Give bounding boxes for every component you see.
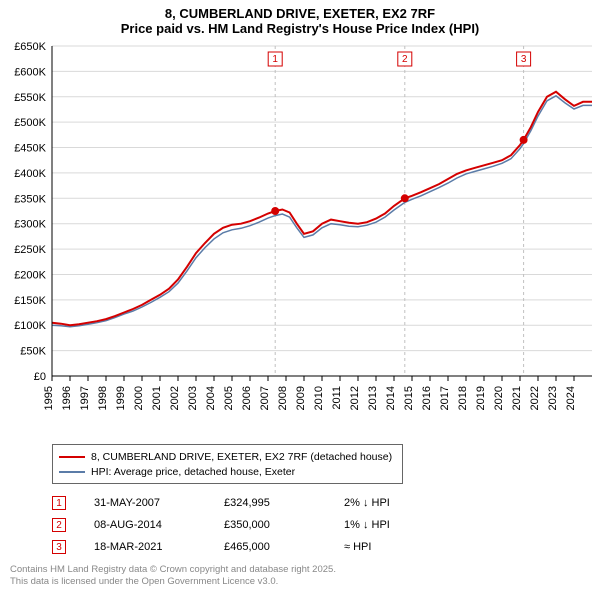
x-tick-label: 2018 — [457, 386, 469, 410]
y-tick-label: £550K — [14, 92, 46, 104]
x-tick-label: 2014 — [385, 386, 397, 410]
transaction-index: 3 — [52, 540, 66, 554]
transaction-row: 1 31-MAY-2007£324,9952% ↓ HPI — [52, 492, 600, 514]
x-tick-label: 2000 — [133, 386, 145, 410]
x-tick-label: 2015 — [403, 386, 415, 410]
x-tick-label: 1999 — [115, 386, 127, 410]
marker-index: 2 — [402, 54, 408, 65]
marker-dot — [271, 207, 279, 215]
y-tick-label: £400K — [14, 168, 46, 180]
legend-label: HPI: Average price, detached house, Exet… — [91, 466, 295, 478]
x-tick-label: 2003 — [187, 386, 199, 410]
transaction-price: £350,000 — [224, 519, 344, 531]
y-tick-label: £450K — [14, 143, 46, 155]
title-subtitle: Price paid vs. HM Land Registry's House … — [0, 21, 600, 36]
x-tick-label: 1998 — [97, 386, 109, 410]
series-line — [52, 92, 592, 326]
marker-dot — [520, 136, 528, 144]
x-tick-label: 2005 — [223, 386, 235, 410]
x-tick-label: 2021 — [511, 386, 523, 410]
title-address: 8, CUMBERLAND DRIVE, EXETER, EX2 7RF — [0, 6, 600, 21]
transactions-table: 1 31-MAY-2007£324,9952% ↓ HPI 2 08-AUG-2014… — [52, 492, 600, 558]
y-tick-label: £200K — [14, 269, 46, 281]
y-tick-label: £50K — [20, 346, 46, 358]
chart-svg: £0 £50K £100K £150K £200K £250K £300K £350K £400… — [0, 38, 600, 438]
x-tick-label: 2008 — [277, 386, 289, 410]
transaction-price: £465,000 — [224, 541, 344, 553]
transaction-rel-hpi: 1% ↓ HPI — [344, 519, 454, 531]
x-tick-label: 2009 — [295, 386, 307, 410]
transaction-date: 31-MAY-2007 — [94, 497, 224, 509]
x-tick-label: 2011 — [331, 386, 343, 410]
y-tick-label: £100K — [14, 320, 46, 332]
y-tick-label: £350K — [14, 193, 46, 205]
legend-row: HPI: Average price, detached house, Exet… — [59, 464, 392, 479]
x-tick-label: 2019 — [475, 386, 487, 410]
x-tick-label: 2002 — [169, 386, 181, 410]
transaction-date: 18-MAR-2021 — [94, 541, 224, 553]
page: 8, CUMBERLAND DRIVE, EXETER, EX2 7RF Pri… — [0, 0, 600, 590]
x-tick-label: 1995 — [43, 386, 55, 410]
legend-swatch — [59, 456, 85, 458]
x-tick-label: 2022 — [529, 386, 541, 410]
legend-swatch — [59, 471, 85, 473]
x-tick-label: 2016 — [421, 386, 433, 410]
y-tick-label: £300K — [14, 219, 46, 231]
footer: Contains HM Land Registry data © Crown c… — [10, 564, 600, 588]
transaction-date: 08-AUG-2014 — [94, 519, 224, 531]
y-tick-label: £0 — [34, 371, 46, 383]
x-tick-label: 2023 — [547, 386, 559, 410]
x-tick-label: 2013 — [367, 386, 379, 410]
y-tick-label: £600K — [14, 66, 46, 78]
x-tick-label: 2001 — [151, 386, 163, 410]
y-tick-label: £150K — [14, 295, 46, 307]
x-tick-label: 2017 — [439, 386, 451, 410]
x-tick-label: 1997 — [79, 386, 91, 410]
x-tick-label: 2012 — [349, 386, 361, 410]
transaction-row: 3 18-MAR-2021£465,000≈ HPI — [52, 536, 600, 558]
legend: 8, CUMBERLAND DRIVE, EXETER, EX2 7RF (de… — [52, 444, 403, 484]
transaction-rel-hpi: ≈ HPI — [344, 541, 454, 553]
y-tick-label: £500K — [14, 117, 46, 129]
footer-line2: This data is licensed under the Open Gov… — [10, 576, 600, 588]
chart: £0 £50K £100K £150K £200K £250K £300K £350K £400… — [0, 38, 600, 438]
y-tick-label: £250K — [14, 244, 46, 256]
x-tick-label: 1996 — [61, 386, 73, 410]
x-tick-label: 2007 — [259, 386, 271, 410]
x-tick-label: 2024 — [565, 386, 577, 410]
marker-index: 3 — [521, 54, 527, 65]
x-tick-label: 2010 — [313, 386, 325, 410]
legend-label: 8, CUMBERLAND DRIVE, EXETER, EX2 7RF (de… — [91, 451, 392, 463]
transaction-rel-hpi: 2% ↓ HPI — [344, 497, 454, 509]
series-line — [52, 96, 592, 327]
title-block: 8, CUMBERLAND DRIVE, EXETER, EX2 7RF Pri… — [0, 0, 600, 38]
transaction-price: £324,995 — [224, 497, 344, 509]
transaction-index: 1 — [52, 496, 66, 510]
marker-index: 1 — [272, 54, 278, 65]
legend-row: 8, CUMBERLAND DRIVE, EXETER, EX2 7RF (de… — [59, 449, 392, 464]
marker-dot — [401, 194, 409, 202]
x-tick-label: 2020 — [493, 386, 505, 410]
footer-line1: Contains HM Land Registry data © Crown c… — [10, 564, 600, 576]
transaction-index: 2 — [52, 518, 66, 532]
x-tick-label: 2006 — [241, 386, 253, 410]
x-tick-label: 2004 — [205, 386, 217, 410]
transaction-row: 2 08-AUG-2014£350,0001% ↓ HPI — [52, 514, 600, 536]
y-tick-label: £650K — [14, 41, 46, 53]
